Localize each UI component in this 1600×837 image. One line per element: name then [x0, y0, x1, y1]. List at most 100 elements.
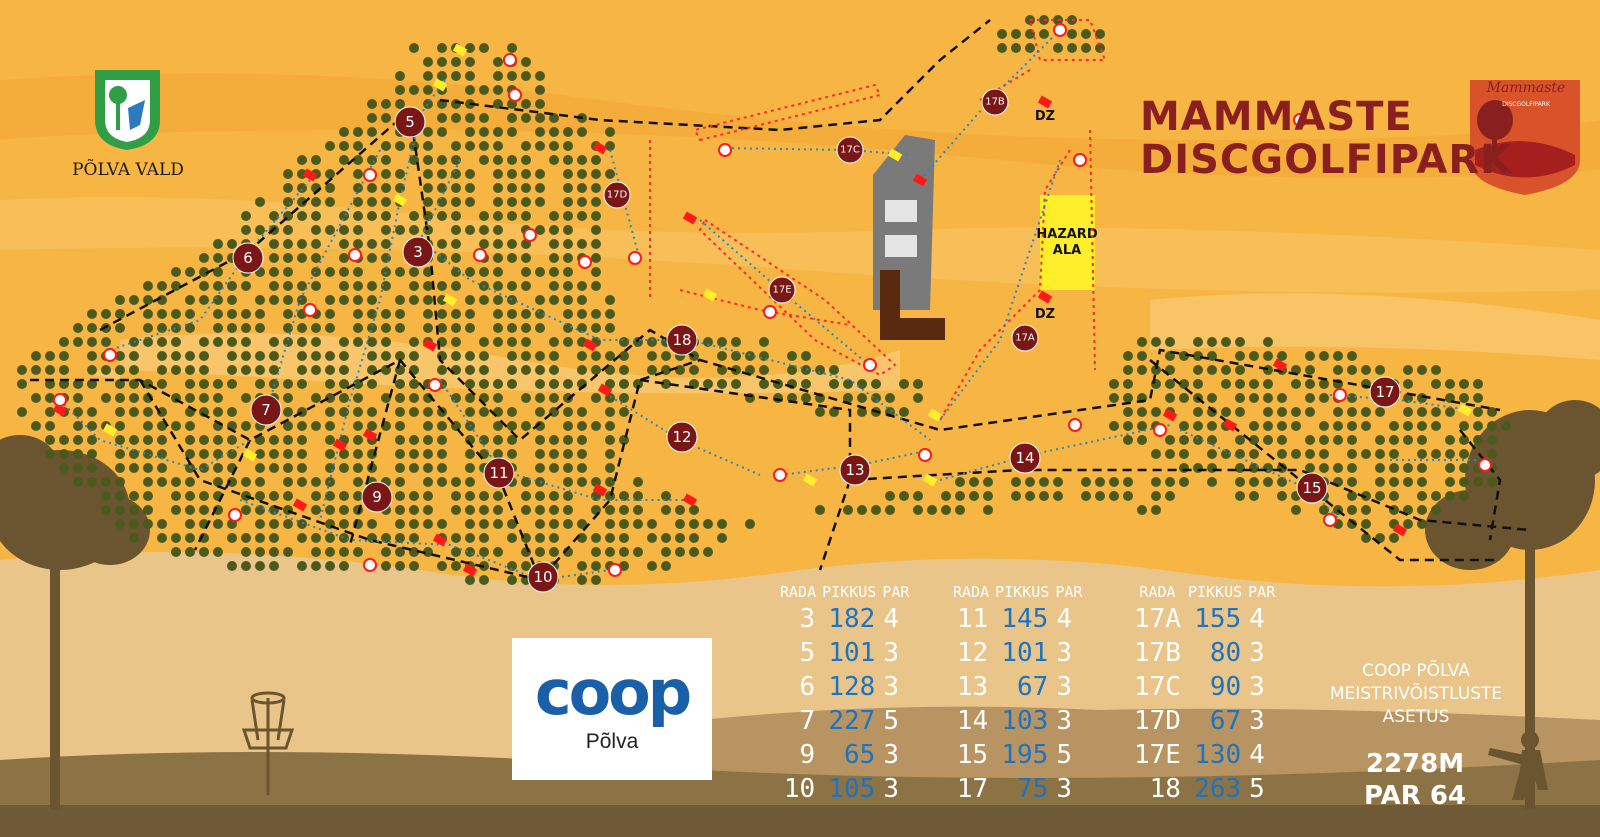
forest-tree — [1319, 505, 1329, 515]
forest-tree — [213, 407, 223, 417]
forest-tree — [409, 393, 419, 403]
forest-tree — [465, 71, 475, 81]
forest-tree — [605, 463, 615, 473]
forest-tree — [591, 211, 601, 221]
forest-tree — [1305, 393, 1315, 403]
forest-tree — [115, 449, 125, 459]
forest-tree — [1459, 435, 1469, 445]
forest-tree — [605, 407, 615, 417]
forest-tree — [465, 57, 475, 67]
forest-tree — [437, 57, 447, 67]
forest-tree — [1445, 477, 1455, 487]
forest-tree — [689, 519, 699, 529]
forest-tree — [1487, 421, 1497, 431]
forest-tree — [381, 281, 391, 291]
forest-tree — [395, 533, 405, 543]
forest-tree — [1361, 449, 1371, 459]
hole-marker-label: 7 — [261, 401, 271, 419]
municipality-label: PÕLVA VALD — [72, 160, 184, 180]
forest-tree — [367, 253, 377, 263]
forest-tree — [1151, 365, 1161, 375]
forest-tree — [1333, 463, 1343, 473]
forest-tree — [493, 281, 503, 291]
forest-tree — [479, 435, 489, 445]
forest-tree — [1025, 477, 1035, 487]
forest-tree — [1333, 365, 1343, 375]
tee-pad — [597, 383, 613, 397]
forest-tree — [563, 225, 573, 235]
forest-tree — [381, 141, 391, 151]
forest-tree — [1389, 449, 1399, 459]
fairway-lines — [59, 29, 1480, 582]
forest-tree — [227, 281, 237, 291]
forest-tree — [1165, 393, 1175, 403]
forest-tree — [1487, 435, 1497, 445]
forest-tree — [283, 197, 293, 207]
cell-pikkus: 105 — [828, 774, 876, 804]
forest-tree — [297, 561, 307, 571]
forest-tree — [1151, 505, 1161, 515]
cell-pikkus: 90 — [1209, 672, 1242, 702]
forest-tree — [577, 155, 587, 165]
forest-tree — [577, 127, 587, 137]
forest-tree — [1039, 491, 1049, 501]
forest-tree — [493, 421, 503, 431]
forest-tree — [535, 85, 545, 95]
forest-tree — [1165, 337, 1175, 347]
forest-tree — [423, 85, 433, 95]
forest-tree — [717, 365, 727, 375]
cell-rada: 17E — [1134, 740, 1181, 770]
forest-tree — [185, 295, 195, 305]
forest-tree — [675, 365, 685, 375]
forest-tree — [577, 323, 587, 333]
forest-tree — [213, 393, 223, 403]
forest-tree — [87, 477, 97, 487]
hole-marker-9: 9 — [361, 481, 393, 513]
forest-tree — [1417, 449, 1427, 459]
forest-tree — [661, 533, 671, 543]
table-row: 3 182 4 — [777, 602, 912, 636]
forest-tree — [143, 477, 153, 487]
forest-tree — [269, 519, 279, 529]
forest-tree — [689, 533, 699, 543]
forest-tree — [955, 477, 965, 487]
forest-tree — [171, 337, 181, 347]
forest-tree — [1319, 379, 1329, 389]
forest-tree — [283, 519, 293, 529]
forest-tree — [325, 225, 335, 235]
forest-tree — [45, 421, 55, 431]
forest-tree — [1151, 337, 1161, 347]
forest-tree — [521, 561, 531, 571]
forest-tree — [1123, 477, 1133, 487]
forest-tree — [423, 169, 433, 179]
forest-tree — [549, 253, 559, 263]
forest-tree — [297, 379, 307, 389]
forest-tree — [1291, 407, 1301, 417]
forest-tree — [1193, 407, 1203, 417]
basket — [1323, 513, 1337, 527]
forest-tree — [101, 505, 111, 515]
hole-marker-label: 12 — [672, 428, 691, 446]
forest-tree — [1207, 393, 1217, 403]
forest-tree — [1347, 435, 1357, 445]
forest-tree — [563, 141, 573, 151]
forest-tree — [451, 477, 461, 487]
hole-marker-17c: 17C — [836, 136, 864, 164]
forest-tree — [549, 281, 559, 291]
forest-tree — [535, 183, 545, 193]
forest-tree — [451, 505, 461, 515]
forest-tree — [45, 393, 55, 403]
basket — [303, 303, 317, 317]
forest-tree — [283, 435, 293, 445]
forest-tree — [185, 519, 195, 529]
table-row: 9 65 3 — [777, 738, 912, 772]
forest-tree — [605, 127, 615, 137]
forest-tree — [1193, 379, 1203, 389]
cell-par: 4 — [883, 604, 899, 634]
forest-tree — [115, 519, 125, 529]
basket — [508, 88, 522, 102]
forest-tree — [311, 155, 321, 165]
forest-tree — [297, 253, 307, 263]
forest-tree — [381, 267, 391, 277]
forest-tree — [437, 211, 447, 221]
